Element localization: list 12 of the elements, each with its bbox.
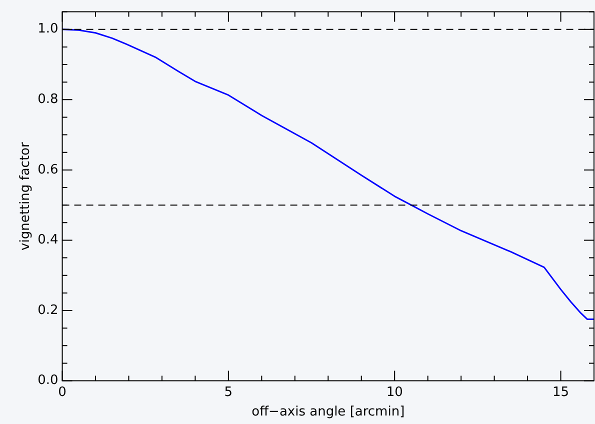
x-tick-label: 0 (58, 384, 66, 400)
y-tick-label: 0.2 (38, 302, 58, 318)
x-tick-label: 10 (386, 384, 403, 400)
y-tick-label: 0.4 (38, 232, 58, 248)
x-tick-label: 5 (224, 384, 233, 400)
y-tick-label: 0.0 (38, 373, 58, 388)
y-tick-label: 0.8 (38, 92, 58, 108)
x-axis-title: off−axis angle [arcmin] (252, 404, 405, 420)
y-axis-title: vignetting factor (18, 141, 34, 250)
x-tick-label: 15 (552, 384, 570, 400)
y-tick-label: 0.6 (38, 162, 58, 178)
y-tick-label: 1.0 (38, 22, 58, 37)
